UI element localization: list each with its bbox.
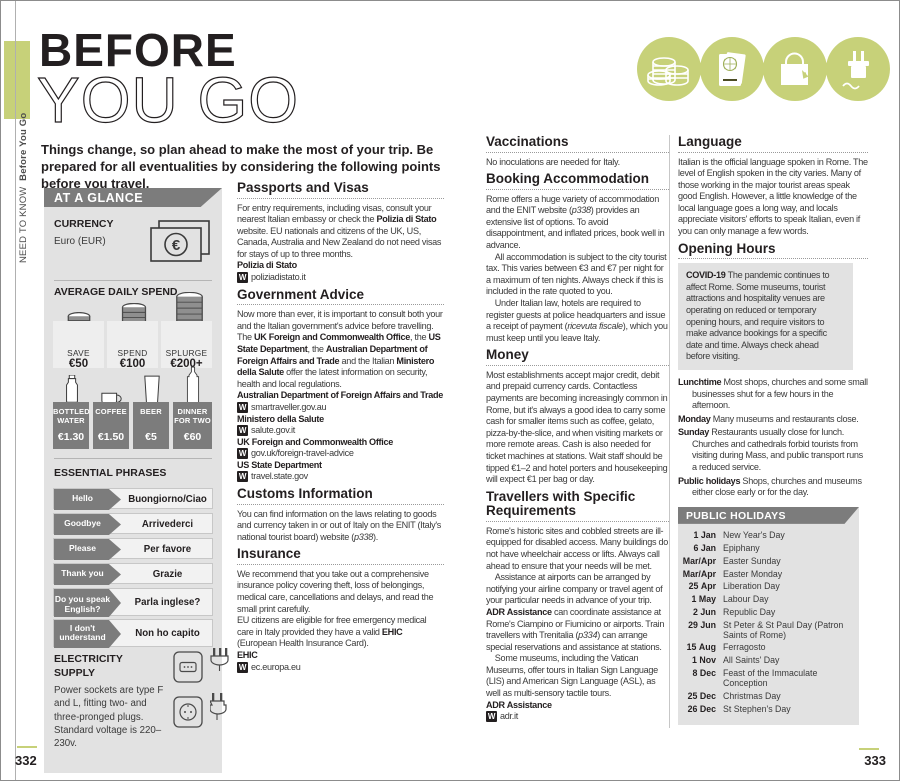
svg-text:€: € — [172, 237, 181, 254]
